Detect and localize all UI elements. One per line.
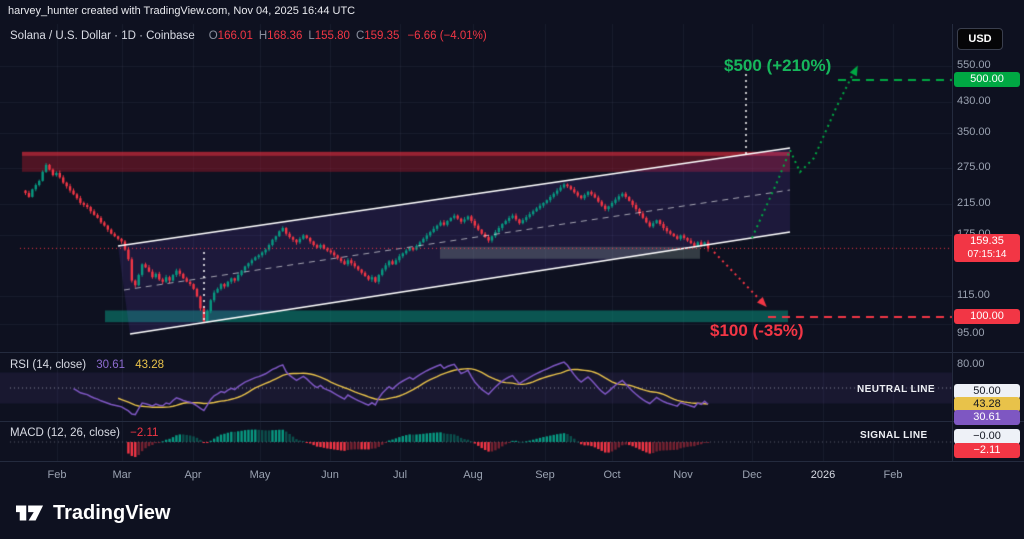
neutral-line-label: NEUTRAL LINE bbox=[857, 384, 935, 395]
rsi-value: 30.61 bbox=[96, 359, 126, 371]
time-axis-separator bbox=[0, 461, 1024, 462]
price-axis-tick: 275.00 bbox=[957, 161, 991, 173]
attribution-text: harvey_hunter created with TradingView.c… bbox=[8, 5, 356, 17]
macd-legend[interactable]: MACD (12, 26, close) −2.11 bbox=[10, 427, 158, 439]
rsi-ma-badge: 43.28 bbox=[954, 397, 1020, 412]
time-axis-label: Apr bbox=[184, 469, 202, 481]
price-axis-separator bbox=[952, 24, 953, 461]
time-axis-label: May bbox=[249, 469, 271, 481]
price-axis-tick: 215.00 bbox=[957, 197, 991, 209]
rsi-ma-value: 43.28 bbox=[135, 359, 165, 371]
time-axis-label: Sep bbox=[535, 469, 555, 481]
tradingview-logo-icon bbox=[16, 505, 44, 521]
time-axis-label: Feb bbox=[47, 469, 67, 481]
rsi-legend[interactable]: RSI (14, close) 30.61 43.28 bbox=[10, 359, 164, 371]
bar-countdown: 07:15:14 bbox=[967, 249, 1007, 260]
price-axis-tick: 95.00 bbox=[957, 327, 985, 339]
time-axis-label: Jun bbox=[321, 469, 339, 481]
low-label: L bbox=[308, 30, 315, 42]
open-value: 166.01 bbox=[217, 30, 253, 42]
price-axis-tick: 350.00 bbox=[957, 126, 991, 138]
time-axis-label: Dec bbox=[742, 469, 762, 481]
rsi-value-badge: 30.61 bbox=[954, 410, 1020, 425]
rsi-neutral-badge: 50.00 bbox=[954, 384, 1020, 399]
tradingview-logo[interactable]: TradingView bbox=[16, 500, 170, 526]
time-axis-label: 2026 bbox=[810, 469, 836, 481]
time-axis-label: Aug bbox=[463, 469, 483, 481]
macd-zero-badge: −0.00 bbox=[954, 429, 1020, 444]
upside-target-annotation: $500 (+210%) bbox=[724, 56, 832, 75]
tradingview-wordmark: TradingView bbox=[53, 501, 171, 524]
low-value: 155.80 bbox=[314, 30, 350, 42]
open-label: O bbox=[208, 30, 218, 42]
time-axis-label: Oct bbox=[603, 469, 621, 481]
target-price-badge: 500.00 bbox=[954, 72, 1020, 87]
high-value: 168.36 bbox=[267, 30, 303, 42]
downside-target-annotation: $100 (-35%) bbox=[710, 321, 804, 340]
high-label: H bbox=[258, 30, 268, 42]
last-price-badge: 159.35 07:15:14 bbox=[954, 234, 1020, 262]
symbol-legend[interactable]: Solana / U.S. Dollar · 1D · Coinbase O166… bbox=[10, 30, 487, 42]
time-axis-label: Feb bbox=[883, 469, 903, 481]
macd-title: MACD (12, 26, close) bbox=[10, 427, 120, 439]
close-label: C bbox=[355, 30, 365, 42]
support-price-badge: 100.00 bbox=[954, 309, 1020, 324]
currency-button[interactable]: USD bbox=[957, 28, 1003, 50]
price-axis-tick: 115.00 bbox=[957, 289, 990, 301]
pane-separator-rsi-macd[interactable] bbox=[0, 421, 1024, 422]
price-axis-tick: 430.00 bbox=[957, 95, 991, 107]
macd-value: −2.11 bbox=[130, 427, 159, 439]
price-axis-tick: 550.00 bbox=[957, 59, 991, 71]
last-price-value: 159.35 bbox=[970, 235, 1004, 247]
signal-line-label: SIGNAL LINE bbox=[860, 430, 928, 441]
time-axis-label: Jul bbox=[392, 469, 408, 481]
time-axis-label: Nov bbox=[673, 469, 693, 481]
time-axis-label: Mar bbox=[112, 469, 132, 481]
macd-value-badge: −2.11 bbox=[954, 443, 1020, 458]
close-value: 159.35 bbox=[364, 30, 400, 42]
symbol-title: Solana / U.S. Dollar · 1D · Coinbase bbox=[10, 30, 195, 42]
change-value: −6.66 (−4.01%) bbox=[407, 30, 487, 42]
rsi-title: RSI (14, close) bbox=[10, 359, 87, 371]
rsi-upper-tick: 80.00 bbox=[957, 358, 985, 370]
pane-separator-main-rsi[interactable] bbox=[0, 352, 1024, 353]
